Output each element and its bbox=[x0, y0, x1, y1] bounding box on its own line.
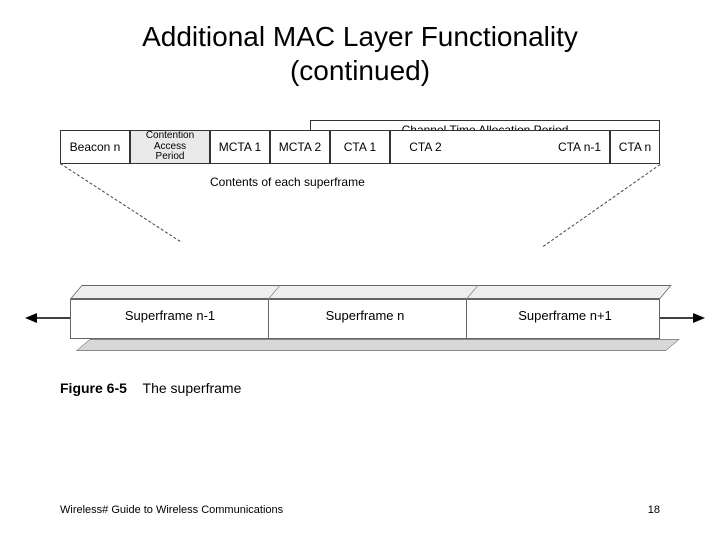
title-line1: Additional MAC Layer Functionality bbox=[142, 21, 578, 52]
band-div1 bbox=[268, 299, 269, 339]
cell-gap bbox=[460, 130, 550, 164]
superframe-c-label: Superframe n+1 bbox=[475, 308, 655, 323]
arrow-right-icon bbox=[660, 310, 705, 326]
cell-mcta2: MCTA 2 bbox=[270, 130, 330, 164]
cell-mcta1: MCTA 1 bbox=[210, 130, 270, 164]
figure-caption: Figure 6-5 The superframe bbox=[60, 380, 241, 396]
cell-cap: Contention Access Period bbox=[130, 130, 210, 164]
cell-cta1: CTA 1 bbox=[330, 130, 390, 164]
title-line2: (continued) bbox=[290, 55, 430, 86]
cell-cta2: CTA 2 bbox=[390, 130, 460, 164]
figure-text: The superframe bbox=[143, 380, 242, 396]
dash-left bbox=[60, 163, 180, 242]
band-floor bbox=[76, 339, 680, 351]
figure-number: Figure 6-5 bbox=[60, 380, 127, 396]
dash-right bbox=[543, 164, 661, 247]
cell-ctan1: CTA n-1 bbox=[550, 130, 610, 164]
band-top bbox=[70, 285, 672, 299]
superframe-b-label: Superframe n bbox=[275, 308, 455, 323]
arrow-left-icon bbox=[25, 310, 70, 326]
superframe-a-label: Superframe n-1 bbox=[80, 308, 260, 323]
contents-label: Contents of each superframe bbox=[210, 175, 365, 189]
cell-ctan: CTA n bbox=[610, 130, 660, 164]
superframe-diagram: Channel Time Allocation Period Beacon n … bbox=[60, 120, 660, 470]
page-title: Additional MAC Layer Functionality (cont… bbox=[0, 0, 720, 87]
cell-beacon: Beacon n bbox=[60, 130, 130, 164]
footer-page-number: 18 bbox=[648, 504, 660, 516]
band-div2 bbox=[466, 299, 467, 339]
footer-left: Wireless# Guide to Wireless Communicatio… bbox=[60, 504, 283, 516]
